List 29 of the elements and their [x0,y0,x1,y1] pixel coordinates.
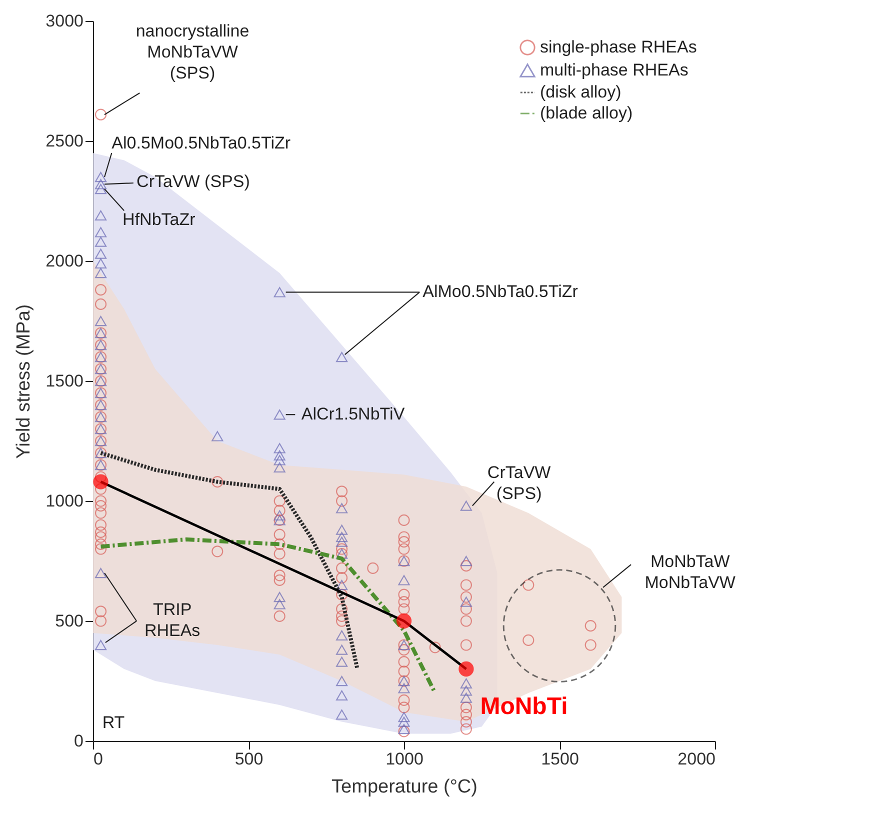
legend-label: single-phase RHEAs [540,38,697,56]
x-tick-label: 2000 [678,750,716,768]
y-tick-label: 1000 [46,492,84,510]
annotation: MoNbTaW MoNbTaVW [644,552,736,592]
annotation: Al0.5Mo0.5NbTa0.5TiZr [112,133,291,152]
x-tick-label: 1000 [386,750,424,768]
legend-label: (blade alloy) [540,104,633,122]
annotation: TRIP RHEAs [144,600,200,640]
y-tick-label: 3000 [46,12,84,30]
legend-label: multi-phase RHEAs [540,60,688,80]
annotation: CrTaVW (SPS) [487,463,551,503]
y-tick-label: 2500 [46,132,84,150]
annotation: AlMo0.5NbTa0.5TiZr [422,282,578,302]
annotation: HfNbTaZr [122,210,196,230]
annotation: CrTaVW (SPS) [136,172,250,191]
y-tick-label: 2000 [46,252,84,270]
legend-label: (disk alloy) [540,82,622,102]
series-label: MoNbTi [480,693,568,720]
annotation: AlCr1.5NbTiV [301,404,406,424]
y-tick-label: 500 [55,612,84,630]
annotation: nanocrystalline MoNbTaVW (SPS) [136,21,250,82]
x-tick-label: 500 [234,750,264,768]
y-axis-title: Yield stress (MPa) [14,304,35,459]
x-tick-label: 0 [94,750,103,768]
annotation: RT [102,713,125,732]
x-axis-title: Temperature (°C) [332,776,478,798]
y-tick-label: 0 [74,732,84,750]
x-tick-label: 1500 [541,750,579,768]
y-tick-label: 1500 [46,372,84,390]
